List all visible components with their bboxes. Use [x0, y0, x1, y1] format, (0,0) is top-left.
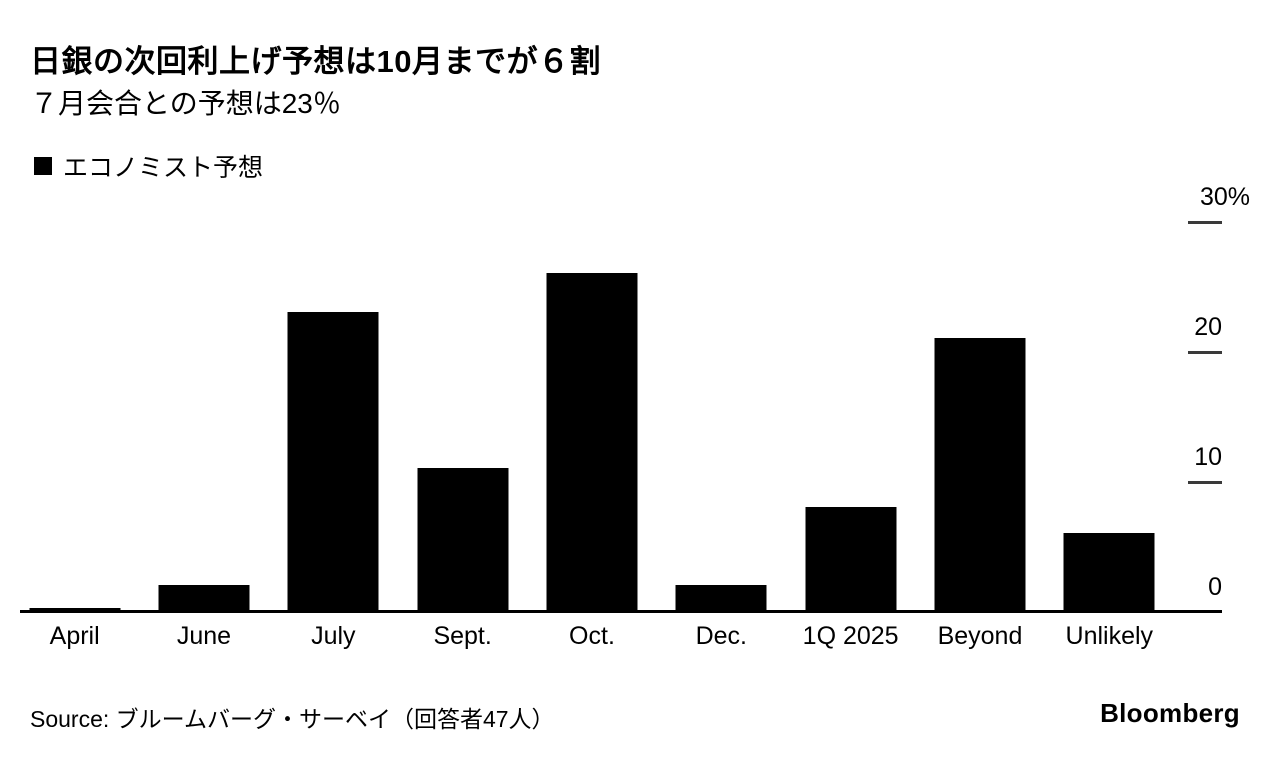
- legend-swatch-icon: [34, 157, 52, 175]
- bar-april: [29, 608, 121, 611]
- bar-beyond: [934, 338, 1026, 611]
- bar-band: [269, 221, 398, 611]
- legend-label: エコノミスト予想: [63, 154, 264, 182]
- bar-band: [657, 221, 786, 611]
- x-axis-label: Unlikely: [1065, 622, 1154, 650]
- bar-june: [158, 585, 250, 611]
- x-axis-label: Beyond: [937, 622, 1023, 650]
- bar-unlikely: [1063, 533, 1155, 611]
- bar-band: [139, 221, 268, 611]
- x-axis-label: July: [311, 622, 356, 650]
- bar-band: [1045, 221, 1174, 611]
- x-axis-label: Sept.: [433, 622, 492, 650]
- bloomberg-logo: Bloomberg: [1100, 698, 1240, 728]
- y-axis-tick: [1188, 351, 1222, 354]
- bar-band: [398, 221, 527, 611]
- x-axis-label: April: [49, 622, 100, 650]
- chart-title: 日銀の次回利上げ予想は10月までが６割: [30, 44, 601, 79]
- y-axis-tick-label: 20: [1194, 313, 1222, 341]
- source-note: Source: ブルームバーグ・サーベイ（回答者47人）: [30, 706, 555, 732]
- x-axis-label: Dec.: [695, 622, 747, 650]
- bar-band: [10, 221, 139, 611]
- bar-dec-: [675, 585, 767, 611]
- x-axis-baseline: [20, 610, 1222, 613]
- bar-band: [786, 221, 915, 611]
- x-axis-labels: April June July Sept. Oct. Dec. 1Q 2025 Beyond U…: [10, 622, 1174, 651]
- bar-band: [527, 221, 656, 611]
- x-axis-label: June: [176, 622, 232, 650]
- y-axis-tick: [1188, 481, 1222, 484]
- bar-oct-: [546, 273, 638, 611]
- y-axis-tick-label: 10: [1194, 443, 1222, 471]
- y-axis-tick: [1188, 221, 1222, 224]
- bar-1q-2025: [805, 507, 897, 611]
- x-axis-label: 1Q 2025: [802, 622, 899, 650]
- legend: エコノミスト予想: [34, 148, 263, 184]
- chart-subtitle: ７月会合との予想は23％: [30, 88, 341, 119]
- y-axis-tick-label: 30%: [1199, 183, 1250, 211]
- bar-band: [915, 221, 1044, 611]
- plot-area: [10, 221, 1174, 611]
- x-axis-label: Oct.: [569, 622, 615, 650]
- bar-july: [287, 312, 379, 611]
- y-axis-tick-label: 0: [1208, 573, 1222, 601]
- bar-sept-: [417, 468, 509, 611]
